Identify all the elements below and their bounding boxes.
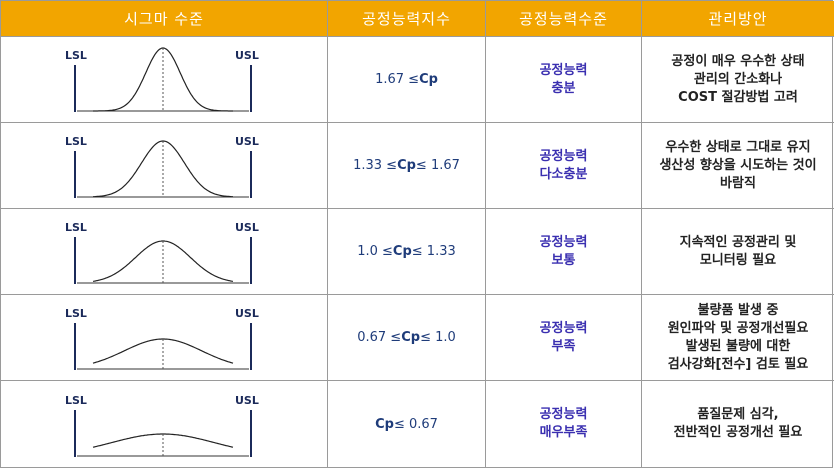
lsl-label: LSL (65, 307, 87, 320)
management-plan: 우수한 상태로 그대로 유지 생산성 향상을 시도하는 것이 바람직 (642, 123, 834, 209)
plan-line: 검사강화[전수] 검토 필요 (667, 356, 809, 372)
level-line-1: 공정능력 (539, 407, 588, 422)
level-line-2: 다소충분 (539, 166, 588, 182)
level-line-1: 공정능력 (539, 320, 588, 336)
cp-prefix: 0.67 ≤ (357, 330, 402, 345)
cp-symbol: Cp (392, 244, 412, 259)
cp-suffix: ≤ 1.67 (415, 158, 460, 173)
capability-level: 공정능력 충분 (486, 37, 642, 123)
cp-range: Cp ≤ 0.67 (328, 381, 486, 467)
header-sigma-level: 시그마 수준 (1, 1, 328, 37)
plan-line: 모니터링 필요 (699, 252, 777, 268)
management-plan: 품질문제 심각, 전반적인 공정개선 필요 (642, 381, 834, 467)
distribution-curve-5: LSL USL (65, 394, 259, 457)
distribution-curve-4: LSL USL (65, 307, 259, 370)
distribution-curve-1: LSL USL (65, 47, 259, 112)
cp-symbol: Cp (397, 158, 416, 173)
plan-line: 불량품 발생 중 (697, 302, 779, 318)
usl-label: USL (235, 221, 259, 234)
level-line-2: 보통 (551, 252, 576, 268)
header-capability-level: 공정능력수준 (486, 1, 642, 37)
lsl-label: LSL (65, 394, 87, 407)
distribution-curve-cell: LSL USL (1, 123, 328, 209)
cp-range: 1.0 ≤ Cp ≤ 1.33 (328, 209, 486, 295)
plan-line: 바람직 (720, 175, 756, 191)
distribution-curve-cell: LSL USL (1, 381, 328, 467)
plan-line: 원인파악 및 공정개선필요 (667, 320, 809, 336)
plan-line: 지속적인 공정관리 및 (679, 234, 797, 250)
level-line-1: 공정능력 (539, 234, 588, 250)
cp-suffix: ≤ 1.33 (411, 244, 456, 259)
capability-level: 공정능력 매우부족 (486, 381, 642, 467)
capability-level: 공정능력 다소충분 (486, 123, 642, 209)
level-line-1: 공정능력 (539, 62, 588, 78)
usl-label: USL (235, 307, 259, 320)
cp-range: 1.67 ≤ Cp (328, 37, 486, 123)
level-line-2: 매우부족 (539, 425, 588, 440)
level-line-2: 부족 (551, 338, 576, 354)
distribution-curve-cell: LSL USL (1, 295, 328, 381)
cp-symbol: Cp (375, 416, 394, 432)
management-plan: 지속적인 공정관리 및 모니터링 필요 (642, 209, 834, 295)
plan-line: 전반적인 공정개선 필요 (673, 425, 803, 440)
distribution-curve-3: LSL USL (65, 221, 259, 284)
cp-range: 0.67 ≤ Cp ≤ 1.0 (328, 295, 486, 381)
cp-prefix: 1.33 ≤ (353, 158, 398, 173)
plan-line: COST 절감방법 고려 (678, 89, 798, 105)
cp-symbol: Cp (401, 330, 421, 345)
plan-line: 공정이 매우 우수한 상태 (671, 53, 805, 69)
header-management-plan: 관리방안 (642, 1, 834, 37)
lsl-label: LSL (65, 135, 87, 148)
usl-label: USL (235, 135, 259, 148)
cp-range: 1.33 ≤ Cp ≤ 1.67 (328, 123, 486, 209)
usl-label: USL (235, 394, 259, 407)
capability-level: 공정능력 보통 (486, 209, 642, 295)
header-capability-index: 공정능력지수 (328, 1, 486, 37)
management-plan: 공정이 매우 우수한 상태 관리의 간소화나 COST 절감방법 고려 (642, 37, 834, 123)
cp-symbol: Cp (419, 72, 438, 87)
capability-level: 공정능력 부족 (486, 295, 642, 381)
usl-label: USL (235, 49, 259, 62)
distribution-curve-cell: LSL USL (1, 37, 328, 123)
lsl-label: LSL (65, 221, 87, 234)
plan-line: 품질문제 심각, (697, 407, 779, 422)
plan-line: 관리의 간소화나 (693, 71, 783, 87)
lsl-label: LSL (65, 49, 87, 62)
plan-line: 발생된 불량에 대한 (685, 338, 791, 354)
level-line-1: 공정능력 (539, 148, 588, 164)
management-plan: 불량품 발생 중 원인파악 및 공정개선필요 발생된 불량에 대한 검사강화[전… (642, 295, 834, 381)
cp-prefix: 1.0 ≤ (357, 244, 393, 259)
cp-suffix: ≤ 0.67 (393, 416, 438, 432)
distribution-curve-cell: LSL USL (1, 209, 328, 295)
plan-line: 우수한 상태로 그대로 유지 (665, 139, 811, 155)
cp-suffix: ≤ 1.0 (420, 330, 456, 345)
plan-line: 생산성 향상을 시도하는 것이 (659, 157, 817, 173)
level-line-2: 충분 (551, 80, 576, 96)
cp-prefix: 1.67 ≤ (375, 72, 420, 87)
distribution-curve-2: LSL USL (65, 135, 259, 198)
